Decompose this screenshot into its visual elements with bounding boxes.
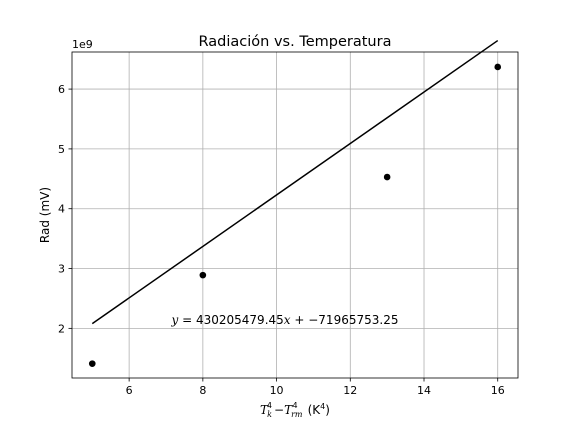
grid-lines [72,52,518,378]
data-point [494,63,502,71]
data-point [88,360,96,367]
y-tick-label: 2 [58,322,65,335]
y-tick-label: 3 [58,263,65,276]
y-axis-ticks: 2 3 4 5 6 [58,83,72,335]
chart-title: Radiación vs. Temperatura [199,34,392,50]
x-tick-label: 8 [199,384,206,397]
x-tick-label: 6 [126,384,133,397]
plot-area [88,39,502,367]
x-tick-label: 12 [343,384,357,397]
x-tick-label: 16 [491,384,505,397]
x-axis-ticks: 6 8 10 12 14 16 [126,378,505,397]
y-offset-text: 1e9 [72,38,93,51]
x-tick-label: 10 [270,384,284,397]
axes-frame [71,51,519,379]
y-tick-label: 6 [58,83,65,96]
x-axis-label: Tk4 −Trm4 (K4) [260,401,330,419]
fit-equation-annotation: y = 430205479.45x + −71965753.25 [171,313,399,327]
y-axis-label: Rad (mV) [38,187,52,243]
fit-line [91,39,499,325]
y-tick-label: 5 [58,143,65,156]
data-point [199,271,207,279]
x-tick-label: 14 [417,384,431,397]
y-tick-label: 4 [58,203,65,216]
data-point [383,173,391,181]
